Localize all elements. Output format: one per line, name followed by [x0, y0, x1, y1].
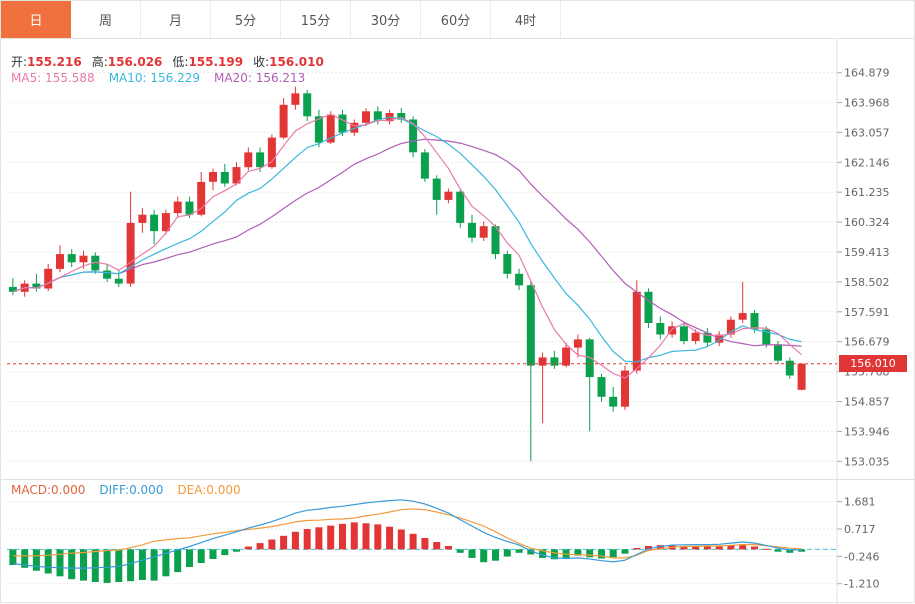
open-value: 155.216	[27, 55, 82, 69]
tab-5min[interactable]: 5分	[211, 1, 281, 38]
macd-chart-canvas[interactable]: 1.681 0.717 -0.246 -1.210	[1, 479, 915, 604]
ma-line-ma10	[12, 116, 802, 363]
main-y-tick: 157.591	[844, 306, 890, 319]
tab-week[interactable]: 周	[71, 1, 141, 38]
ma-legend: MA5: 155.588 MA10: 156.229 MA20: 156.213	[11, 71, 319, 85]
macd-y-tick: 0.717	[844, 523, 876, 536]
main-grid: 164.879 163.968 163.057 162.146 161.235 160.3…	[7, 67, 890, 468]
ma-line-ma20	[12, 138, 802, 347]
tab-30min[interactable]: 30分	[351, 1, 421, 38]
ma-lines	[12, 113, 802, 379]
tab-60min[interactable]: 60分	[421, 1, 491, 38]
current-price-tag: 156.010	[839, 355, 907, 372]
macd-legend-item-0: MACD:0.000	[11, 483, 86, 497]
ma20-legend: MA20: 156.213	[214, 71, 306, 85]
low-value: 155.199	[188, 55, 244, 69]
ma5-legend: MA5: 155.588	[11, 71, 95, 85]
main-y-tick: 160.324	[844, 216, 890, 229]
close-label: 收:	[253, 55, 270, 69]
tab-4hour[interactable]: 4时	[491, 1, 561, 38]
ma10-legend: MA10: 156.229	[108, 71, 200, 85]
open-label: 开:	[11, 55, 28, 69]
main-y-tick: 154.857	[844, 396, 890, 409]
main-y-tick: 162.146	[844, 156, 890, 169]
tab-15min[interactable]: 15分	[281, 1, 351, 38]
ohlc-legend: 开:155.216 高:156.026 低:155.199 收:156.010	[11, 53, 334, 70]
close-value: 156.010	[269, 55, 324, 69]
main-y-tick: 161.235	[844, 186, 890, 199]
macd-legend-item-1: DIFF:0.000	[99, 483, 164, 497]
tab-month[interactable]: 月	[141, 1, 211, 38]
main-y-tick: 153.946	[844, 425, 890, 438]
macd-y-tick: 1.681	[844, 496, 876, 509]
main-y-tick: 163.057	[844, 126, 890, 139]
main-y-tick: 156.679	[844, 336, 890, 349]
macd-histogram	[9, 522, 806, 583]
low-label: 低:	[172, 55, 189, 69]
macd-y-tick: -1.210	[844, 578, 879, 591]
main-y-tick: 159.413	[844, 246, 890, 259]
high-label: 高:	[91, 55, 108, 69]
macd-grid: 1.681 0.717 -0.246 -1.210	[7, 496, 879, 591]
high-value: 156.026	[107, 55, 163, 69]
macd-y-tick: -0.246	[844, 550, 879, 563]
main-chart-canvas[interactable]: 164.879 163.968 163.057 162.146 161.235 160.3…	[1, 39, 915, 479]
candles	[8, 86, 806, 462]
main-y-tick: 164.879	[844, 67, 890, 80]
tab-day[interactable]: 日	[1, 1, 71, 38]
diff-line	[12, 499, 802, 569]
main-y-tick: 158.502	[844, 276, 890, 289]
tab-bar: 日周月 5分 15分 30分 60分 4时	[1, 1, 914, 39]
ma-line-ma5	[12, 113, 802, 379]
main-y-tick: 153.035	[844, 455, 890, 468]
macd-legend-item-2: DEA:0.000	[177, 483, 241, 497]
macd-legend: MACD:0.000 DIFF:0.000 DEA:0.000	[11, 483, 255, 497]
main-y-tick: 163.968	[844, 97, 890, 110]
dea-line	[12, 508, 802, 559]
